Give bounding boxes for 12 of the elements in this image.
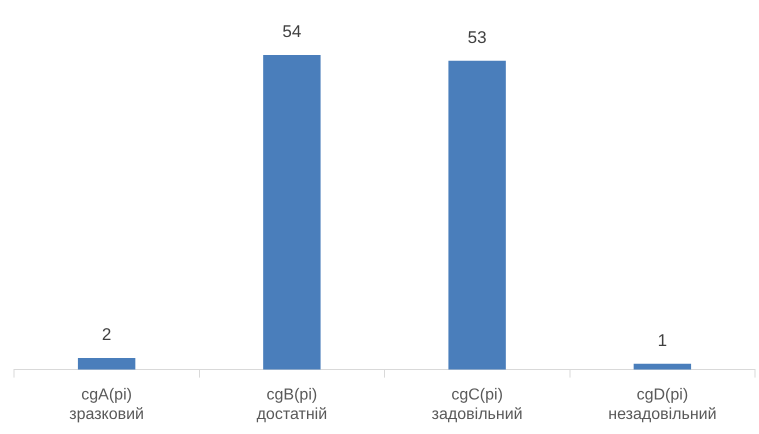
bar bbox=[634, 364, 692, 370]
bar bbox=[448, 60, 506, 370]
x-tick-label: cgA(pi) зразковий bbox=[69, 386, 144, 423]
data-label: 1 bbox=[658, 330, 668, 350]
x-tick-label: cgB(pi) достатній bbox=[256, 386, 328, 423]
data-label: 54 bbox=[282, 22, 302, 42]
x-tick-label: cgC(pi) задовільний bbox=[432, 386, 523, 423]
data-label: 53 bbox=[468, 28, 487, 47]
bar bbox=[263, 54, 321, 370]
bar bbox=[78, 358, 136, 370]
x-tick-label: cgD(pi) незадовільний bbox=[608, 386, 717, 423]
data-label: 2 bbox=[102, 325, 112, 344]
